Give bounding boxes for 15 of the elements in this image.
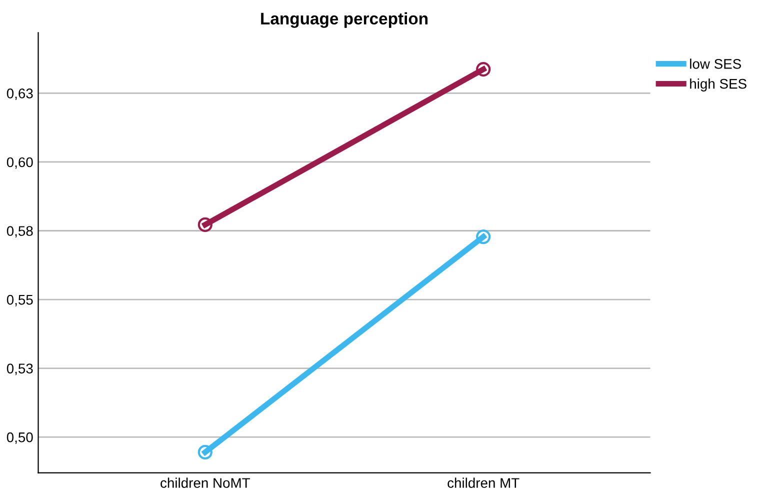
y-tick-label: 0,53 (6, 364, 33, 376)
y-tick-label: 0,58 (6, 226, 33, 238)
point (198, 444, 212, 460)
y-tick-label: 0,50 (6, 432, 33, 444)
chart-title: Language perception (261, 12, 428, 28)
legend-label: low SES (690, 58, 741, 69)
y-tick-label: 0,55 (6, 294, 33, 306)
point (476, 62, 491, 77)
x-tick-label: children NoMT (160, 478, 250, 488)
y-tick-label: 0,60 (6, 157, 33, 169)
point (476, 230, 491, 244)
legend-label: high SES (690, 78, 746, 92)
y-tick-label: 0,63 (6, 88, 33, 100)
x-tick-label: children MT (448, 478, 520, 488)
point (198, 217, 212, 232)
